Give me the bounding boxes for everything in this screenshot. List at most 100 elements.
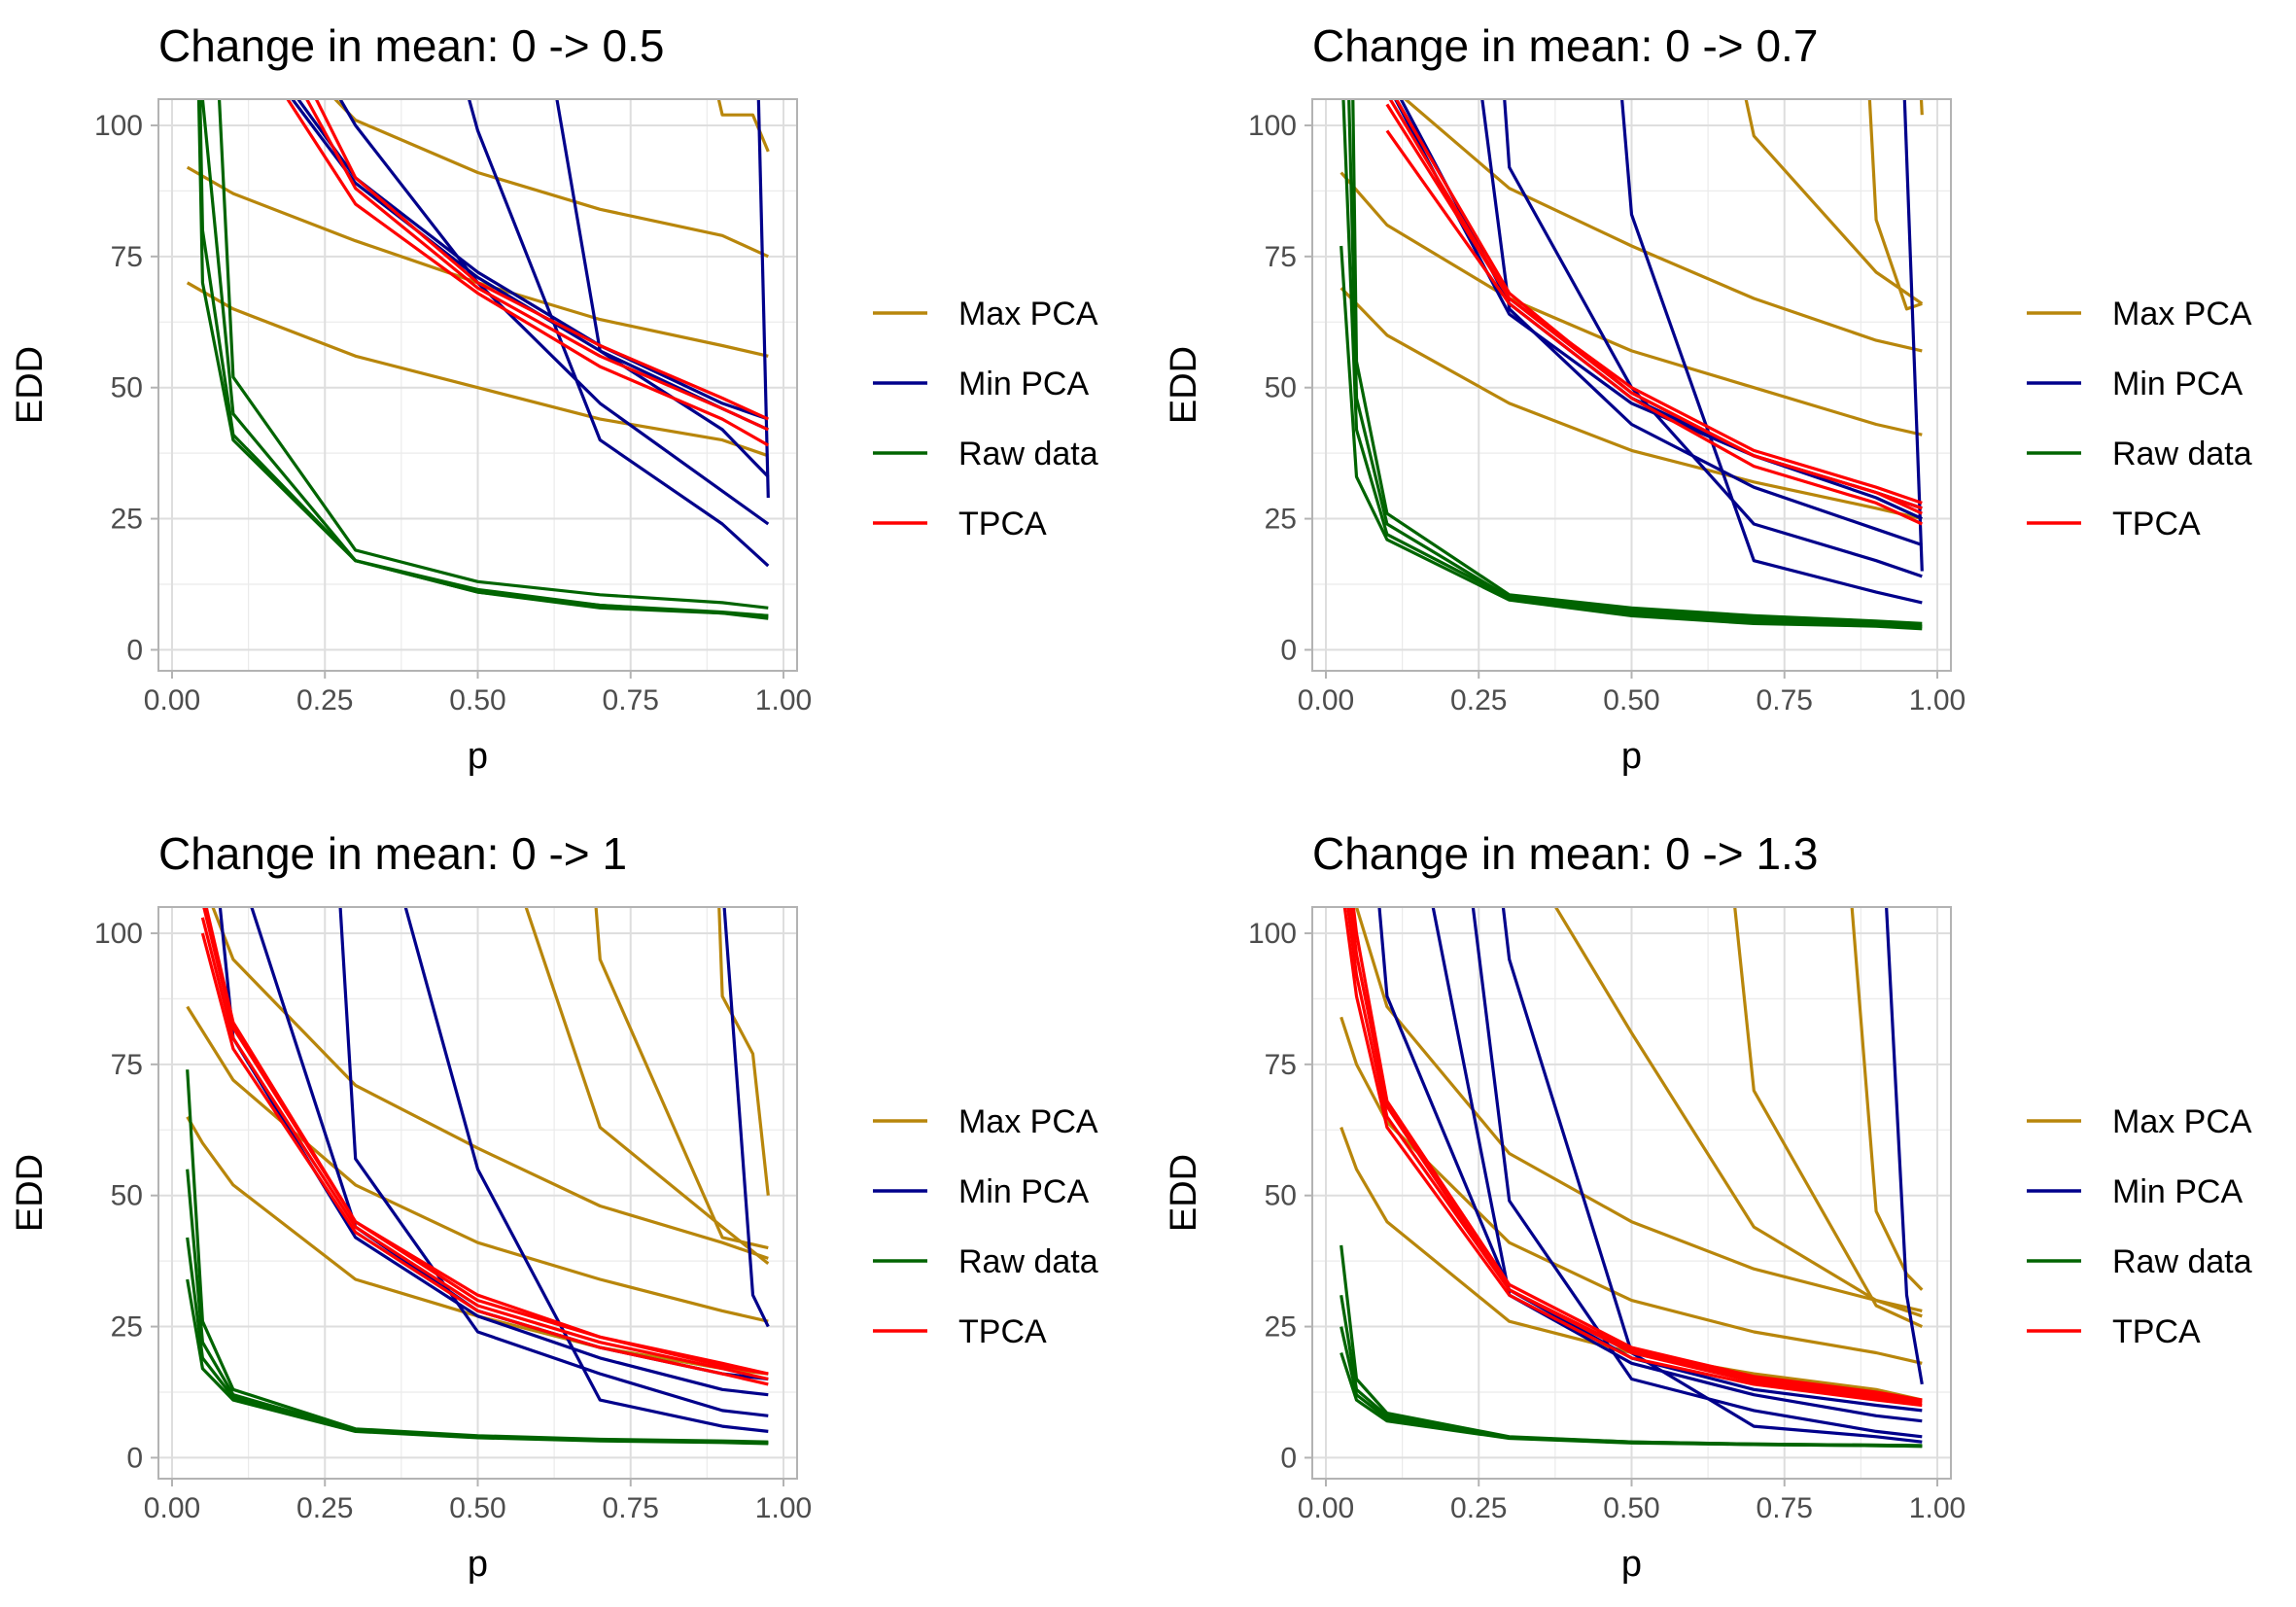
y-tick-label: 50	[1265, 1180, 1297, 1212]
series-line-max-pca	[211, 907, 769, 1260]
y-tick-label: 25	[1265, 504, 1297, 536]
series-line-tpca	[1388, 99, 1923, 505]
legend-label: TPCA	[2112, 506, 2201, 542]
series-line-max-pca	[1919, 99, 1924, 116]
series-line-min-pca	[1480, 99, 1923, 547]
y-tick-label: 25	[1265, 1311, 1297, 1344]
x-axis-title: p	[1621, 736, 1642, 777]
grid	[158, 99, 797, 671]
series-line-tpca	[200, 917, 769, 1381]
series-line-max-pca	[1339, 287, 1923, 521]
legend: Max PCA Min PCA Raw data TPCA	[2027, 296, 2252, 542]
x-tick-label: 0.00	[144, 684, 200, 716]
legend: Max PCA Min PCA Raw data TPCA	[2027, 1103, 2252, 1350]
series-line-min-pca	[296, 99, 769, 421]
series-line-min-pca	[1501, 907, 1923, 1444]
grid	[158, 907, 797, 1479]
legend-label: Min PCA	[2112, 1173, 2243, 1210]
series-line-min-pca	[250, 907, 769, 1381]
y-tick-label: 25	[111, 1311, 143, 1344]
x-tick-label: 1.00	[755, 1492, 812, 1524]
series-line-max-pca	[1339, 171, 1923, 437]
series-line-min-pca	[722, 907, 770, 1328]
series-line-min-pca	[756, 99, 770, 499]
series-line-raw-data	[1339, 245, 1923, 631]
series-line-max-pca	[1867, 99, 1923, 311]
series-line-max-pca	[1553, 907, 1923, 1312]
chart-panel-2: Change in mean: 0 -> 0.7 0.00 0.25 0.50 0.75…	[1164, 20, 2252, 777]
y-tick-label: 75	[1265, 241, 1297, 273]
series-line-min-pca	[1399, 99, 1923, 510]
legend: Max PCA Min PCA Raw data TPCA	[873, 296, 1098, 542]
legend-label: TPCA	[2112, 1313, 2201, 1350]
series-line-max-pca	[594, 907, 769, 1250]
series-line-tpca	[1385, 129, 1923, 526]
series-line-raw-data	[200, 99, 769, 617]
legend-label: Raw data	[2112, 436, 2252, 472]
series-group	[1339, 99, 1924, 631]
y-tick-label: 50	[111, 1180, 143, 1212]
y-tick-label: 100	[94, 918, 143, 950]
x-tick-label: 0.50	[449, 1492, 505, 1524]
y-axis-title: EDD	[1164, 1154, 1204, 1232]
x-tick-label: 0.50	[1603, 684, 1659, 716]
series-line-min-pca	[1431, 907, 1923, 1423]
x-tick-label: 0.25	[296, 1492, 353, 1524]
series-line-min-pca	[338, 907, 769, 1417]
series-line-min-pca	[1902, 99, 1924, 572]
series-line-max-pca	[1354, 907, 1923, 1318]
series-line-min-pca	[467, 99, 770, 568]
x-tick-label: 0.50	[1603, 1492, 1659, 1524]
series-line-tpca	[314, 99, 769, 421]
series-line-tpca	[1394, 99, 1923, 510]
chart-panel-1: Change in mean: 0 -> 0.5 0.00 0.25 0.50 0.75…	[10, 20, 1098, 777]
legend-label: Min PCA	[958, 1173, 1089, 1210]
series-line-tpca	[285, 99, 770, 447]
legend-label: Max PCA	[958, 296, 1098, 332]
series-line-raw-data	[1339, 1352, 1923, 1449]
legend-label: Max PCA	[2112, 296, 2252, 332]
x-tick-label: 0.25	[296, 684, 353, 716]
y-tick-label: 50	[1265, 372, 1297, 404]
legend-label: Raw data	[958, 1243, 1098, 1280]
series-line-raw-data	[1347, 99, 1923, 628]
series-group	[186, 907, 770, 1446]
x-tick-label: 0.25	[1450, 684, 1507, 716]
x-tick-label: 0.00	[144, 1492, 200, 1524]
series-group	[186, 99, 770, 620]
x-tick-label: 1.00	[1909, 684, 1966, 716]
series-line-max-pca	[186, 1005, 769, 1323]
series-line-max-pca	[1733, 907, 1923, 1329]
series-line-raw-data	[1341, 99, 1923, 628]
legend-label: Min PCA	[958, 366, 1089, 402]
legend-label: Raw data	[958, 436, 1098, 472]
series-line-raw-data	[1351, 99, 1923, 625]
series-line-max-pca	[524, 907, 770, 1266]
series-line-min-pca	[1471, 907, 1923, 1439]
y-tick-label: 50	[111, 372, 143, 404]
x-tick-label: 0.00	[1298, 1492, 1354, 1524]
x-tick-label: 0.75	[603, 684, 659, 716]
y-tick-label: 0	[1280, 1442, 1297, 1474]
x-tick-label: 0.75	[603, 1492, 659, 1524]
panel-title: Change in mean: 0 -> 1	[158, 828, 627, 879]
x-tick-label: 0.50	[449, 684, 505, 716]
series-line-tpca	[1348, 907, 1923, 1402]
chart-panel-3: Change in mean: 0 -> 1 0.00 0.25 0.50 0.75 1.…	[10, 828, 1098, 1585]
legend: Max PCA Min PCA Raw data TPCA	[873, 1103, 1098, 1350]
series-line-raw-data	[217, 99, 769, 610]
series-line-max-pca	[1850, 907, 1924, 1291]
y-tick-label: 100	[1248, 918, 1297, 950]
y-tick-label: 25	[111, 504, 143, 536]
legend-label: TPCA	[958, 1313, 1047, 1350]
series-line-tpca	[1385, 103, 1923, 515]
x-axis-title: p	[1621, 1544, 1642, 1585]
series-line-tpca	[1351, 907, 1923, 1402]
series-line-max-pca	[1403, 99, 1923, 353]
y-tick-label: 75	[1265, 1049, 1297, 1081]
series-line-min-pca	[1619, 99, 1923, 605]
y-tick-label: 100	[1248, 110, 1297, 142]
series-line-max-pca	[186, 281, 769, 458]
y-tick-label: 0	[1280, 634, 1297, 666]
